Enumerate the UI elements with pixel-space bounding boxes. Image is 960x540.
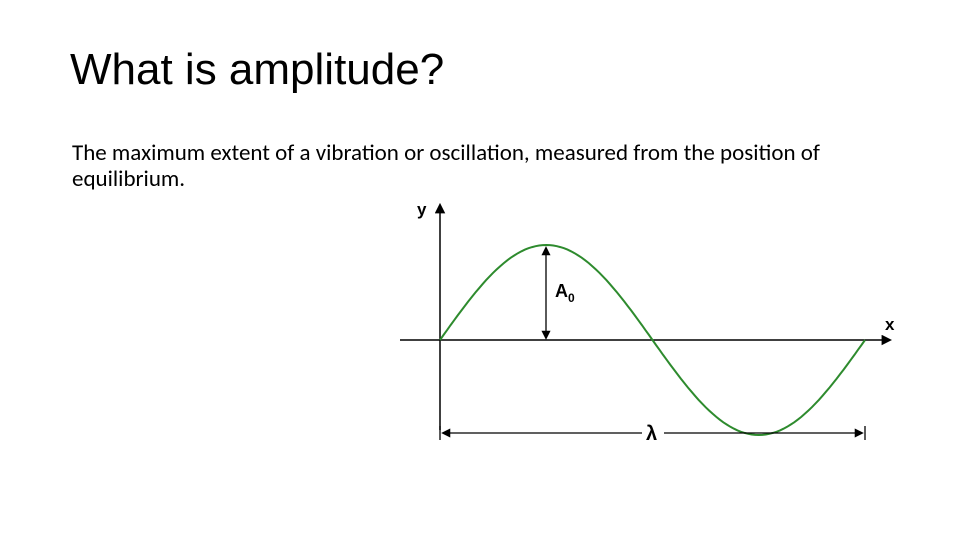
slide-body: The maximum extent of a vibration or osc… bbox=[72, 140, 872, 193]
diagram-svg: y x A0 λ bbox=[395, 200, 900, 465]
slide-title: What is amplitude? bbox=[70, 45, 444, 95]
amplitude-label: A0 bbox=[555, 281, 575, 305]
y-axis-label: y bbox=[417, 200, 427, 219]
amplitude-diagram: y x A0 λ bbox=[395, 200, 900, 465]
slide: What is amplitude? The maximum extent of… bbox=[0, 0, 960, 540]
wavelength-label: λ bbox=[646, 423, 657, 445]
x-axis-label: x bbox=[885, 315, 895, 334]
